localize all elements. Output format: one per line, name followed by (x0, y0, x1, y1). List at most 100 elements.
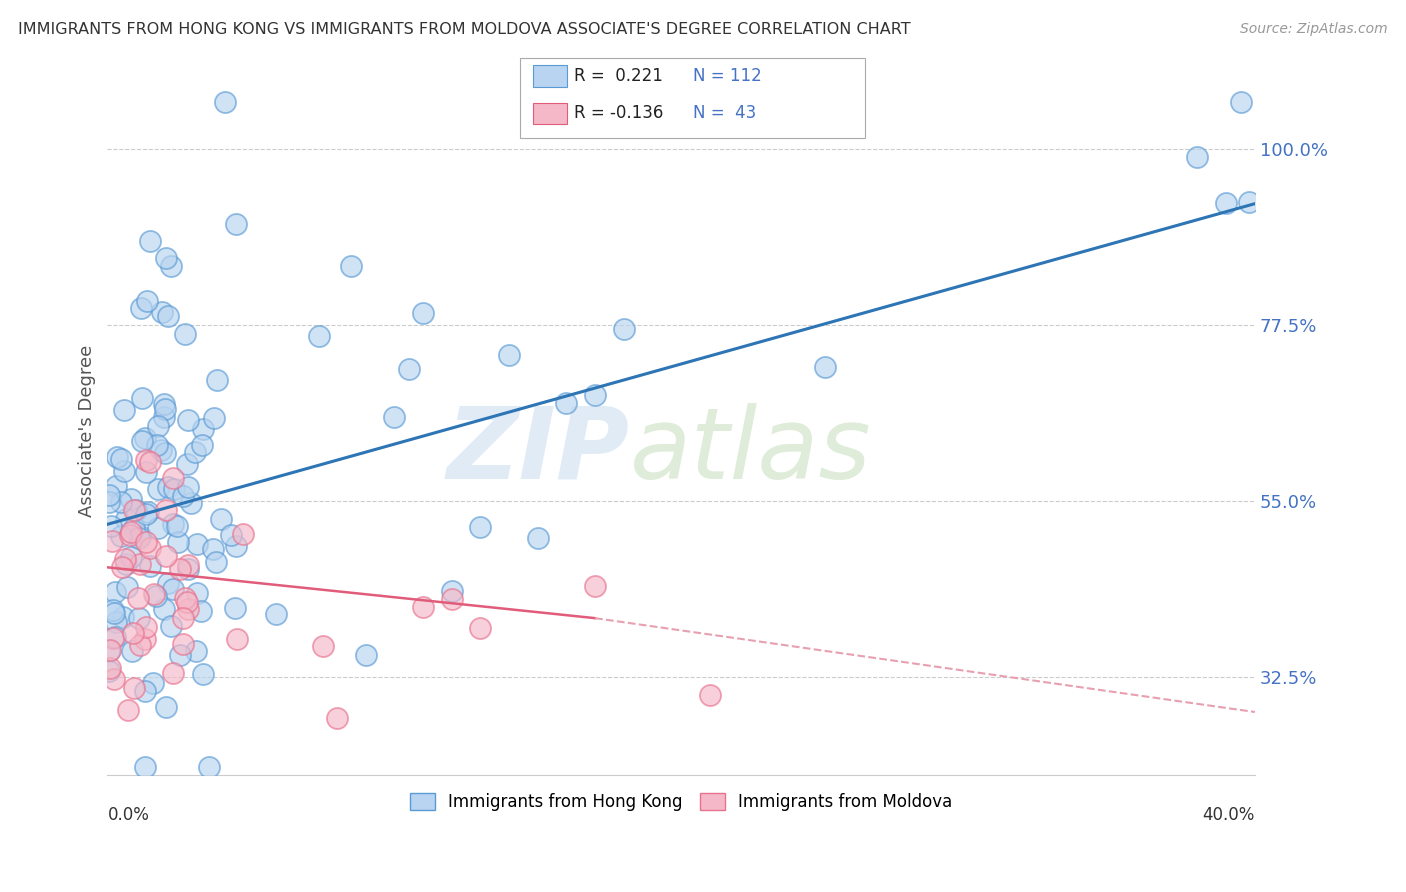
Point (174, 327, 197, 342)
Point (104, 630, 127, 644)
Point (311, 639, 333, 653)
Point (112, 610, 135, 624)
Point (115, 580, 138, 594)
Point (139, 235, 162, 249)
Text: atlas: atlas (630, 402, 872, 500)
Point (124, 521, 146, 535)
Text: N =  43: N = 43 (693, 104, 756, 122)
Point (1215, 195, 1237, 210)
Point (186, 644, 208, 658)
Point (128, 610, 150, 624)
Point (153, 445, 176, 459)
Point (112, 403, 135, 417)
Point (162, 471, 184, 485)
Point (153, 397, 176, 411)
Point (177, 601, 200, 615)
Point (191, 438, 214, 452)
Point (103, 606, 125, 620)
Point (191, 422, 214, 436)
Point (135, 453, 157, 467)
Point (160, 618, 183, 632)
Text: IMMIGRANTS FROM HONG KONG VS IMMIGRANTS FROM MOLDOVA ASSOCIATE'S DEGREE CORRELAT: IMMIGRANTS FROM HONG KONG VS IMMIGRANTS … (18, 22, 911, 37)
Point (142, 587, 165, 601)
Point (135, 507, 157, 521)
Point (121, 626, 143, 640)
Point (104, 585, 127, 599)
Point (128, 529, 150, 543)
Point (114, 551, 136, 566)
Point (150, 304, 173, 318)
Point (127, 591, 149, 605)
Point (129, 557, 152, 571)
Point (198, 760, 221, 774)
Point (124, 681, 146, 696)
Point (219, 528, 242, 542)
Point (173, 591, 195, 605)
Point (134, 431, 156, 445)
Point (398, 362, 420, 376)
Point (583, 388, 606, 402)
Point (117, 703, 139, 717)
Text: Source: ZipAtlas.com: Source: ZipAtlas.com (1240, 22, 1388, 37)
Point (128, 531, 150, 545)
Point (340, 260, 363, 274)
Point (155, 252, 177, 266)
Point (104, 479, 127, 493)
Point (103, 672, 125, 686)
Point (163, 482, 186, 496)
Point (97, 664, 120, 678)
Point (186, 536, 208, 550)
Point (160, 260, 183, 274)
Point (153, 409, 176, 424)
Point (156, 576, 179, 591)
Point (155, 503, 177, 517)
Point (214, 95, 236, 109)
Legend: Immigrants from Hong Kong, Immigrants from Moldova: Immigrants from Hong Kong, Immigrants fr… (404, 787, 959, 818)
Point (128, 638, 150, 652)
Point (225, 539, 247, 553)
Point (225, 632, 247, 646)
Point (125, 502, 148, 516)
Point (162, 582, 184, 596)
Point (470, 621, 492, 635)
Point (207, 373, 229, 387)
Text: 40.0%: 40.0% (1202, 805, 1256, 823)
Point (172, 611, 194, 625)
Point (177, 558, 200, 572)
Point (186, 586, 208, 600)
Point (118, 527, 141, 541)
Point (146, 521, 169, 535)
Point (139, 455, 162, 469)
Point (177, 413, 200, 427)
Point (149, 442, 172, 457)
Point (110, 529, 132, 543)
Point (134, 760, 156, 774)
Point (120, 524, 142, 539)
Point (120, 491, 142, 506)
Point (100, 643, 122, 657)
Point (111, 560, 134, 574)
Y-axis label: Associate's Degree: Associate's Degree (79, 344, 96, 516)
Point (98, 661, 121, 675)
Point (136, 505, 159, 519)
Point (172, 489, 194, 503)
Text: R = -0.136: R = -0.136 (574, 104, 664, 122)
Point (201, 542, 224, 557)
Point (177, 480, 200, 494)
Point (166, 535, 188, 549)
Point (105, 450, 128, 464)
Point (146, 418, 169, 433)
Point (101, 533, 124, 548)
Point (114, 557, 136, 571)
Text: R =  0.221: R = 0.221 (574, 67, 662, 85)
Text: ZIP: ZIP (447, 402, 630, 500)
Point (169, 561, 191, 575)
Point (131, 391, 153, 405)
Point (110, 495, 132, 509)
Point (101, 632, 124, 646)
Point (146, 438, 169, 452)
Point (110, 452, 132, 467)
Point (382, 410, 405, 425)
Point (112, 464, 135, 478)
Point (97, 488, 120, 502)
